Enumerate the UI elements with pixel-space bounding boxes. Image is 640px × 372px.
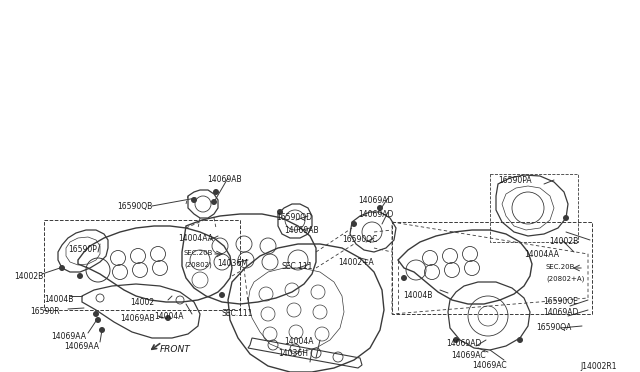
Text: 16590QD: 16590QD bbox=[276, 213, 312, 222]
Circle shape bbox=[453, 337, 459, 343]
Circle shape bbox=[277, 209, 283, 215]
Text: 14004A: 14004A bbox=[284, 337, 314, 346]
Text: 14069AD: 14069AD bbox=[543, 308, 579, 317]
Text: 14069AB: 14069AB bbox=[120, 314, 155, 323]
Text: 14069AB: 14069AB bbox=[207, 175, 242, 184]
Bar bbox=[490, 174, 578, 242]
Text: 16590QC: 16590QC bbox=[342, 235, 378, 244]
Circle shape bbox=[95, 317, 101, 323]
Text: SEC.111: SEC.111 bbox=[281, 262, 312, 271]
Circle shape bbox=[517, 337, 523, 343]
Circle shape bbox=[99, 327, 105, 333]
Text: 14002: 14002 bbox=[130, 298, 154, 307]
Text: 14069AD: 14069AD bbox=[358, 210, 394, 219]
Text: 14002+A: 14002+A bbox=[338, 258, 374, 267]
Circle shape bbox=[351, 221, 357, 227]
Circle shape bbox=[59, 265, 65, 271]
Bar bbox=[44, 220, 240, 310]
Circle shape bbox=[219, 292, 225, 298]
Text: SEC.20B: SEC.20B bbox=[546, 264, 575, 270]
Text: (20802): (20802) bbox=[184, 261, 212, 267]
Text: 16590R: 16590R bbox=[30, 307, 60, 316]
Bar bbox=[392, 222, 592, 314]
Text: SEC.20B: SEC.20B bbox=[184, 250, 213, 256]
Text: 14004A: 14004A bbox=[154, 312, 184, 321]
Text: FRONT: FRONT bbox=[160, 345, 191, 354]
Text: 16590QB: 16590QB bbox=[117, 202, 152, 211]
Text: 14069AC: 14069AC bbox=[472, 361, 507, 370]
Text: 14069AA: 14069AA bbox=[64, 342, 99, 351]
Text: 14004AA: 14004AA bbox=[178, 234, 213, 243]
Text: 14069AB: 14069AB bbox=[284, 226, 319, 235]
Text: 16590P: 16590P bbox=[68, 245, 97, 254]
Circle shape bbox=[401, 275, 407, 281]
Text: 14004B: 14004B bbox=[403, 291, 433, 300]
Text: SEC.111: SEC.111 bbox=[222, 309, 253, 318]
Text: 14069AD: 14069AD bbox=[446, 339, 481, 348]
Circle shape bbox=[211, 199, 217, 205]
Text: 14036M: 14036M bbox=[217, 259, 248, 268]
Text: 16590QA: 16590QA bbox=[536, 323, 572, 332]
Text: 16590OE: 16590OE bbox=[543, 297, 578, 306]
Text: 14002B: 14002B bbox=[549, 237, 579, 246]
Circle shape bbox=[93, 311, 99, 317]
Text: J14002R1: J14002R1 bbox=[580, 362, 616, 371]
Circle shape bbox=[377, 205, 383, 211]
Text: (20802+A): (20802+A) bbox=[546, 275, 584, 282]
Circle shape bbox=[213, 189, 219, 195]
Text: 14002B: 14002B bbox=[14, 272, 44, 281]
Circle shape bbox=[191, 197, 197, 203]
Text: 14069AD: 14069AD bbox=[358, 196, 394, 205]
Circle shape bbox=[563, 215, 569, 221]
Text: 14069AA: 14069AA bbox=[51, 332, 86, 341]
Text: 14004B: 14004B bbox=[44, 295, 74, 304]
Circle shape bbox=[165, 315, 171, 321]
Text: 14004AA: 14004AA bbox=[524, 250, 559, 259]
Text: 14036H: 14036H bbox=[278, 349, 308, 358]
Text: 14069AC: 14069AC bbox=[451, 351, 486, 360]
Text: 16590PA: 16590PA bbox=[498, 176, 532, 185]
Circle shape bbox=[77, 273, 83, 279]
